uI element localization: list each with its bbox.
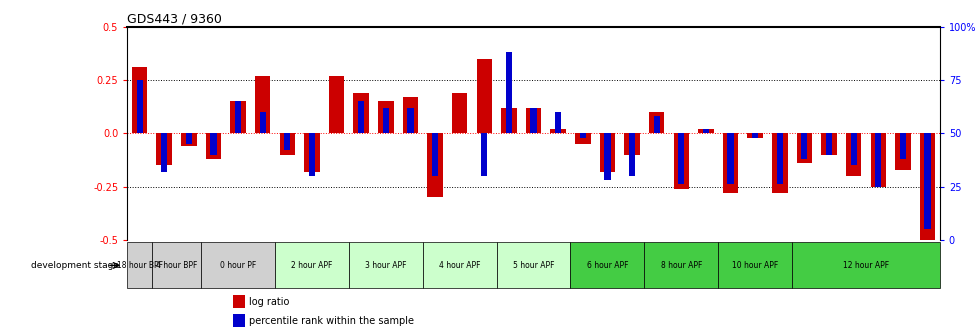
Bar xyxy=(727,133,733,184)
Bar xyxy=(181,133,197,146)
Bar xyxy=(501,108,516,133)
Text: 3 hour APF: 3 hour APF xyxy=(365,261,406,270)
Bar xyxy=(506,52,511,133)
Bar xyxy=(308,133,315,176)
Bar xyxy=(678,133,684,184)
Bar xyxy=(205,133,221,159)
Bar xyxy=(284,133,290,151)
Bar xyxy=(378,101,393,133)
Bar xyxy=(358,101,364,133)
Bar xyxy=(235,101,241,133)
Bar xyxy=(431,133,438,176)
Bar xyxy=(923,133,930,229)
Bar xyxy=(722,133,737,193)
Bar xyxy=(407,108,413,133)
Text: 5 hour APF: 5 hour APF xyxy=(512,261,554,270)
Text: GDS443 / 9360: GDS443 / 9360 xyxy=(127,13,222,26)
Bar xyxy=(304,133,320,172)
Bar xyxy=(791,242,939,288)
Text: 4 hour APF: 4 hour APF xyxy=(438,261,480,270)
Text: 8 hour APF: 8 hour APF xyxy=(660,261,701,270)
Bar xyxy=(348,242,422,288)
Bar xyxy=(776,133,782,184)
Bar xyxy=(132,67,147,133)
Text: 12 hour APF: 12 hour APF xyxy=(842,261,888,270)
Bar xyxy=(624,133,640,155)
Bar xyxy=(186,133,192,144)
Bar xyxy=(280,133,294,155)
Bar xyxy=(233,314,244,327)
Bar xyxy=(673,133,689,189)
Text: 4 hour BPF: 4 hour BPF xyxy=(156,261,197,270)
Bar xyxy=(574,133,590,144)
Bar xyxy=(845,133,861,176)
Text: percentile rank within the sample: percentile rank within the sample xyxy=(248,316,414,326)
Bar xyxy=(200,242,275,288)
Bar xyxy=(874,133,880,186)
Bar xyxy=(919,133,934,240)
Bar xyxy=(869,133,885,186)
Bar xyxy=(772,133,786,193)
Bar xyxy=(275,242,348,288)
Bar xyxy=(579,133,585,138)
Bar xyxy=(254,76,270,133)
Bar xyxy=(821,133,836,155)
Bar xyxy=(426,133,442,197)
Bar xyxy=(648,112,664,133)
Bar xyxy=(801,133,807,159)
Bar xyxy=(550,129,565,133)
Bar xyxy=(702,129,708,133)
Text: 18 hour BPF: 18 hour BPF xyxy=(116,261,162,270)
Bar xyxy=(481,133,487,176)
Bar xyxy=(329,76,344,133)
Bar xyxy=(850,133,856,165)
Bar xyxy=(718,242,791,288)
Bar xyxy=(644,242,718,288)
Bar xyxy=(899,133,905,159)
Text: 10 hour APF: 10 hour APF xyxy=(732,261,778,270)
Bar xyxy=(127,242,152,288)
Bar xyxy=(525,108,541,133)
Bar xyxy=(746,133,762,138)
Bar xyxy=(603,133,610,180)
Bar xyxy=(555,112,560,133)
Bar xyxy=(530,108,536,133)
Bar xyxy=(152,242,200,288)
Bar xyxy=(796,133,812,163)
Bar xyxy=(653,116,659,133)
Bar xyxy=(894,133,910,170)
Bar xyxy=(422,242,496,288)
Bar xyxy=(156,133,172,165)
Bar xyxy=(452,93,467,133)
Text: 2 hour APF: 2 hour APF xyxy=(291,261,333,270)
Bar xyxy=(825,133,831,155)
Bar xyxy=(233,295,244,308)
Bar xyxy=(496,242,570,288)
Bar xyxy=(259,112,265,133)
Bar xyxy=(382,108,388,133)
Bar xyxy=(353,93,369,133)
Text: development stage: development stage xyxy=(31,261,119,270)
Bar xyxy=(570,242,644,288)
Bar xyxy=(697,129,713,133)
Text: log ratio: log ratio xyxy=(248,297,289,307)
Text: 0 hour PF: 0 hour PF xyxy=(220,261,256,270)
Bar xyxy=(161,133,167,172)
Bar xyxy=(628,133,635,176)
Bar xyxy=(476,59,492,133)
Bar xyxy=(402,97,418,133)
Bar xyxy=(136,80,143,133)
Text: 6 hour APF: 6 hour APF xyxy=(586,261,628,270)
Bar xyxy=(210,133,216,155)
Bar xyxy=(600,133,614,172)
Bar xyxy=(751,133,758,138)
Bar xyxy=(230,101,245,133)
